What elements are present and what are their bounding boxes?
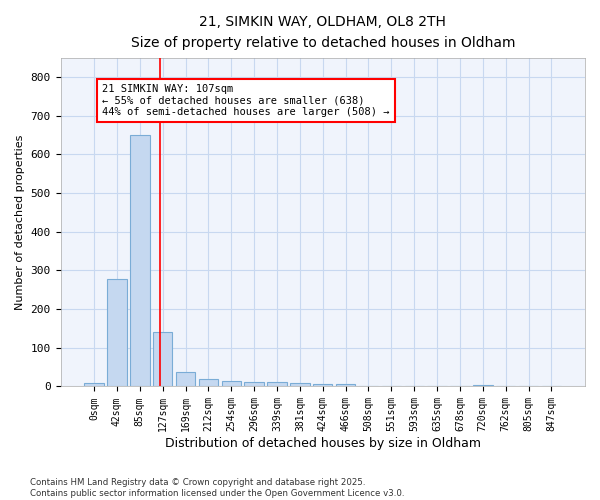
Bar (153, 332, 172, 386)
Bar (313, 384, 332, 386)
Title: 21, SIMKIN WAY, OLDHAM, OL8 2TH
Size of property relative to detached houses in : 21, SIMKIN WAY, OLDHAM, OL8 2TH Size of … (131, 15, 515, 50)
Bar (268, 382, 287, 386)
Bar (176, 372, 195, 386)
Text: Contains HM Land Registry data © Crown copyright and database right 2025.
Contai: Contains HM Land Registry data © Crown c… (30, 478, 404, 498)
Bar (290, 382, 310, 386)
Bar (473, 384, 493, 386)
Bar (107, 279, 127, 386)
Bar (199, 378, 218, 386)
Bar (130, 135, 149, 386)
Bar (221, 382, 241, 386)
Bar (336, 384, 355, 386)
Bar (85, 384, 104, 386)
Bar (244, 382, 264, 386)
Y-axis label: Number of detached properties: Number of detached properties (15, 134, 25, 310)
Text: 21 SIMKIN WAY: 107sqm
← 55% of detached houses are smaller (638)
44% of semi-det: 21 SIMKIN WAY: 107sqm ← 55% of detached … (103, 84, 390, 117)
X-axis label: Distribution of detached houses by size in Oldham: Distribution of detached houses by size … (165, 437, 481, 450)
